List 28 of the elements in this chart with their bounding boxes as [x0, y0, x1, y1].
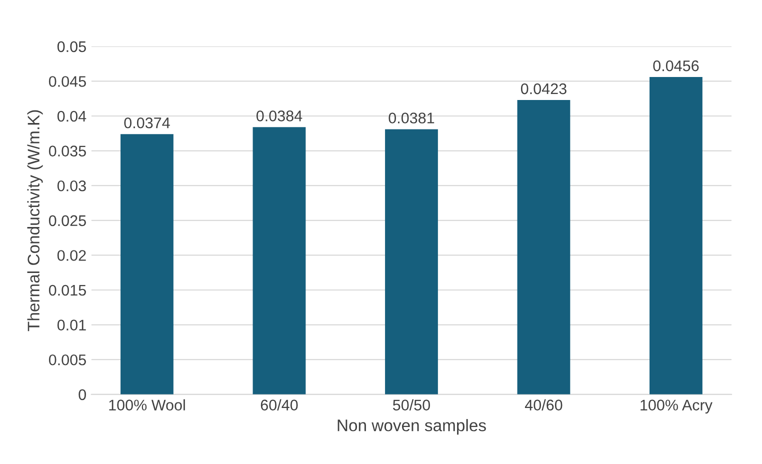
y-tick-label: 0.01 — [57, 320, 86, 330]
data-label: 0.0456 — [653, 60, 699, 72]
y-tick-label: 0.03 — [57, 180, 86, 192]
y-tick-label: 0 — [78, 389, 86, 400]
x-tick-label: 100% Acry — [640, 400, 712, 414]
x-tick-label: 40/60 — [524, 399, 562, 410]
y-tick-label: 0.025 — [48, 215, 86, 226]
bar — [252, 127, 306, 394]
x-tick-label: 50/50 — [392, 399, 430, 410]
y-tick-label: 0.04 — [57, 110, 86, 122]
y-tick-label: 0.02 — [57, 250, 86, 261]
x-tick-label: 60/40 — [260, 399, 298, 410]
bar — [650, 77, 702, 394]
bar — [517, 100, 570, 394]
y-tick-label: 0.015 — [48, 284, 86, 296]
data-label: 0.0374 — [124, 117, 170, 128]
data-label: 0.0384 — [256, 110, 302, 122]
bar — [385, 129, 438, 394]
y-tick-label: 0.045 — [48, 76, 86, 87]
y-tick-label: 0.035 — [48, 146, 86, 156]
x-tick-label: 100% Wool — [109, 399, 185, 410]
data-label: 0.0381 — [388, 112, 434, 124]
data-label: 0.0423 — [520, 83, 566, 94]
bar — [120, 134, 174, 394]
y-tick-label: 0.05 — [57, 41, 86, 52]
x-axis-title: Non woven samples — [338, 419, 486, 435]
y-tick-label: 0.005 — [48, 354, 86, 366]
y-axis-title: Thermal Conductivity (W/m.K) — [27, 110, 43, 332]
